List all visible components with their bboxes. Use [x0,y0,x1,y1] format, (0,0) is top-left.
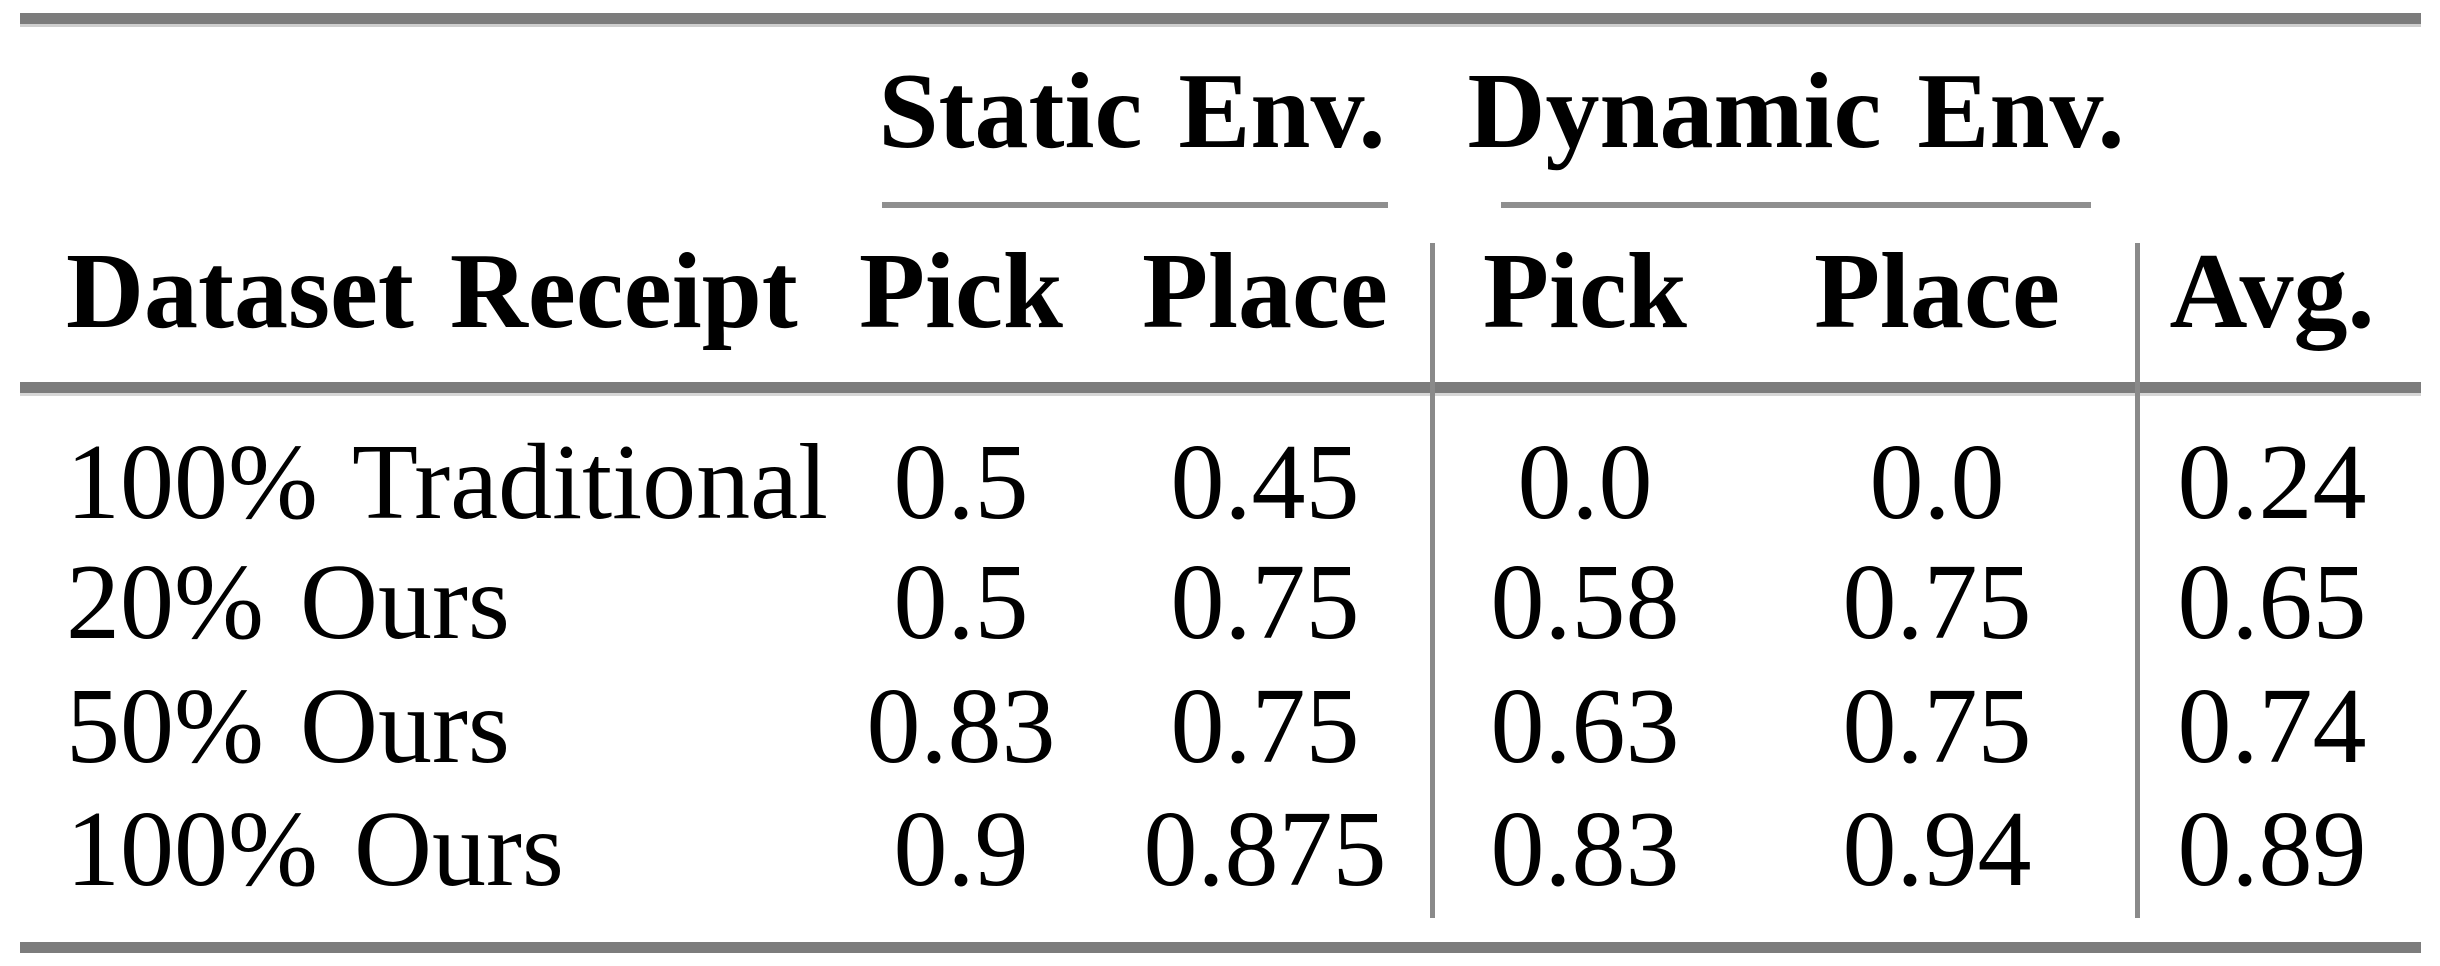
group-header-row: Static Env. Dynamic Env. [0,58,2440,178]
bottom-rule [20,942,2421,953]
static-env-group-header: Static Env. [878,52,1386,171]
dynamic-pick-value: 0.58 [1490,543,1680,662]
dynamic-pick-value: 0.63 [1490,667,1680,786]
row-label: 20% Ours [66,543,510,662]
header-dynamic-place: Place [1814,232,2060,351]
row-label: 50% Ours [66,667,510,786]
table-row: 20% Ours 0.5 0.75 0.58 0.75 0.65 [0,549,2440,669]
dynamic-place-value: 0.75 [1842,667,2032,786]
header-dataset-receipt: Dataset Receipt [66,232,798,351]
avg-value: 0.89 [2177,790,2367,909]
table-row: 100% Ours 0.9 0.875 0.83 0.94 0.89 [0,796,2440,916]
dynamic-place-value: 0.0 [1869,423,2005,542]
header-static-pick: Pick [859,232,1063,351]
static-pick-value: 0.83 [866,667,1056,786]
header-dynamic-pick: Pick [1483,232,1687,351]
top-rule-light-edge [20,24,2421,27]
divider-static-dynamic [1430,243,1435,918]
static-env-cmidrule [882,202,1388,208]
dynamic-pick-value: 0.0 [1517,423,1653,542]
header-static-place: Place [1142,232,1388,351]
dynamic-place-value: 0.75 [1842,543,2032,662]
avg-value: 0.24 [2177,423,2367,542]
header-rule [20,382,2421,393]
header-rule-light-edge [20,393,2421,396]
static-place-value: 0.875 [1143,790,1387,909]
table-row: 50% Ours 0.83 0.75 0.63 0.75 0.74 [0,673,2440,793]
header-avg: Avg. [2169,232,2375,351]
row-label: 100% Ours [66,790,564,909]
avg-value: 0.65 [2177,543,2367,662]
row-label: 100% Traditional [66,423,829,542]
static-pick-value: 0.9 [893,790,1029,909]
divider-dynamic-avg [2135,243,2140,918]
column-header-row: Dataset Receipt Pick Place Pick Place Av… [0,238,2440,358]
table-row: 100% Traditional 0.5 0.45 0.0 0.0 0.24 [0,429,2440,549]
static-place-value: 0.45 [1170,423,1360,542]
dynamic-env-group-header: Dynamic Env. [1467,52,2125,171]
static-place-value: 0.75 [1170,543,1360,662]
dynamic-pick-value: 0.83 [1490,790,1680,909]
dynamic-place-value: 0.94 [1842,790,2032,909]
static-pick-value: 0.5 [893,423,1029,542]
top-rule [20,13,2421,24]
dynamic-env-cmidrule [1501,202,2091,208]
static-place-value: 0.75 [1170,667,1360,786]
avg-value: 0.74 [2177,667,2367,786]
static-pick-value: 0.5 [893,543,1029,662]
